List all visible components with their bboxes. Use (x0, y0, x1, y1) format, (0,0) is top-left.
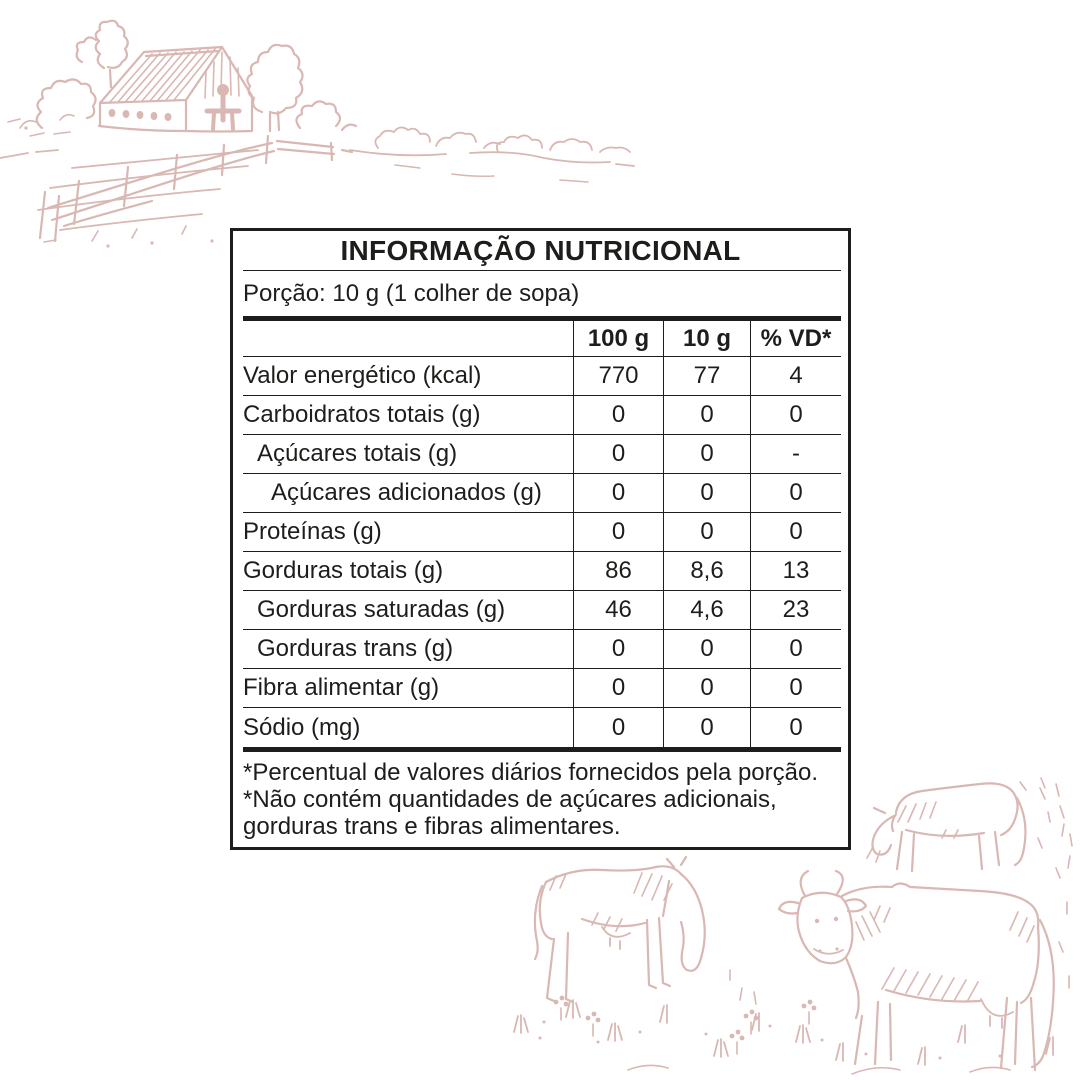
nutrient-label: Carboidratos totais (g) (243, 401, 481, 428)
nutrient-label: Valor energético (kcal) (243, 362, 482, 389)
serving-size: Porção: 10 g (1 colher de sopa) (243, 279, 580, 307)
grazing-cows-illustration (513, 777, 1073, 1075)
table-row: Gorduras totais (g) 86 8,6 13 (243, 552, 841, 591)
value-100g: 0 (573, 474, 663, 512)
footnote-line: *Não contém quantidades de açúcares adic… (243, 786, 777, 813)
footnote-line: gorduras trans e fibras alimentares. (243, 813, 621, 840)
column-header-100g: 100 g (573, 321, 663, 356)
value-100g: 46 (573, 591, 663, 629)
table-row: Gorduras trans (g) 0 0 0 (243, 630, 841, 669)
table-row: Valor energético (kcal) 770 77 4 (243, 357, 841, 396)
value-10g: 0 (663, 630, 750, 668)
value-vd: 23 (750, 591, 841, 629)
column-header-vd: % VD* (750, 321, 841, 356)
nutrient-label: Gorduras saturadas (g) (257, 596, 506, 623)
nutrient-label: Gorduras totais (g) (243, 557, 444, 584)
table-row: Proteínas (g) 0 0 0 (243, 513, 841, 552)
table-row: Sódio (mg) 0 0 0 (243, 708, 841, 747)
table-title: INFORMAÇÃO NUTRICIONAL (340, 234, 741, 266)
value-vd: 4 (750, 357, 841, 395)
table-row: Gorduras saturadas (g) 46 4,6 23 (243, 591, 841, 630)
column-header-10g: 10 g (663, 321, 750, 356)
value-100g: 0 (573, 435, 663, 473)
table-row: Carboidratos totais (g) 0 0 0 (243, 396, 841, 435)
value-vd: 0 (750, 669, 841, 707)
top-thick-bar (243, 316, 841, 321)
value-100g: 770 (573, 357, 663, 395)
bottom-thick-bar (243, 747, 841, 752)
table-row: Açúcares adicionados (g) 0 0 0 (243, 474, 841, 513)
nutrient-label: Açúcares adicionados (g) (271, 479, 542, 506)
value-vd: 0 (750, 396, 841, 434)
table-header-row: 100 g 10 g % VD* (243, 321, 841, 357)
value-100g: 0 (573, 669, 663, 707)
nutrient-label: Proteínas (g) (243, 518, 382, 545)
value-vd: 0 (750, 708, 841, 747)
value-10g: 0 (663, 435, 750, 473)
value-10g: 0 (663, 513, 750, 551)
value-10g: 77 (663, 357, 750, 395)
value-10g: 0 (663, 474, 750, 512)
header-blank (243, 321, 573, 356)
value-vd: 13 (750, 552, 841, 590)
value-vd: 0 (750, 630, 841, 668)
value-10g: 0 (663, 669, 750, 707)
value-100g: 0 (573, 396, 663, 434)
value-100g: 86 (573, 552, 663, 590)
nutrient-label: Fibra alimentar (g) (243, 674, 440, 701)
title-rule (243, 270, 841, 271)
value-10g: 4,6 (663, 591, 750, 629)
nutrient-label: Açúcares totais (g) (257, 440, 458, 467)
footnotes: *Percentual de valores diários fornecido… (243, 759, 841, 840)
value-100g: 0 (573, 513, 663, 551)
nutrition-grid: 100 g 10 g % VD* Valor energético (kcal)… (243, 321, 841, 747)
footnote-line: *Percentual de valores diários fornecido… (243, 759, 819, 786)
value-vd: 0 (750, 513, 841, 551)
nutrient-label: Sódio (mg) (243, 713, 361, 741)
value-100g: 0 (573, 630, 663, 668)
value-10g: 8,6 (663, 552, 750, 590)
farm-scene-illustration (0, 19, 635, 248)
nutrition-table: INFORMAÇÃO NUTRICIONAL Porção: 10 g (1 c… (230, 228, 851, 850)
value-vd: 0 (750, 474, 841, 512)
table-row: Fibra alimentar (g) 0 0 0 (243, 669, 841, 708)
table-row: Açúcares totais (g) 0 0 - (243, 435, 841, 474)
value-vd: - (750, 435, 841, 473)
value-10g: 0 (663, 396, 750, 434)
value-100g: 0 (573, 708, 663, 747)
value-10g: 0 (663, 708, 750, 747)
nutrient-label: Gorduras trans (g) (257, 635, 454, 662)
